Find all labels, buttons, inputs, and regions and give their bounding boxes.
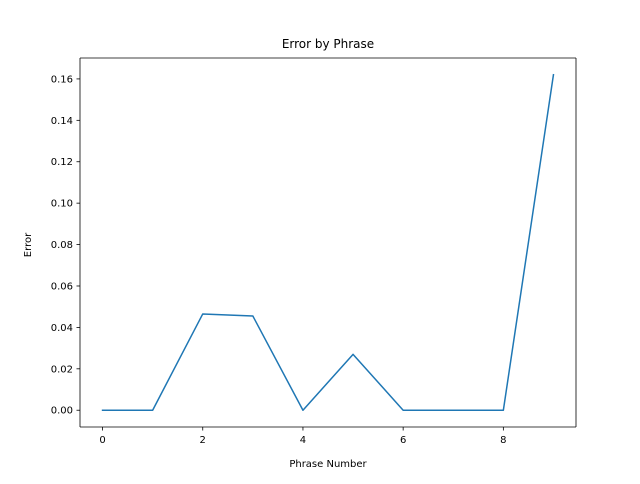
x-tick-label-4: 8 — [500, 435, 506, 446]
y-tick-label-7: 0.14 — [51, 116, 73, 127]
y-tick-label-0: 0.00 — [51, 406, 73, 417]
x-tick-label-1: 2 — [200, 435, 206, 446]
y-tick-label-2: 0.04 — [51, 323, 73, 334]
plot-area: 0 2 4 6 8 0.00 0.02 0.04 0.06 0.08 0.10 0.12 0.14 0.1… — [51, 57, 577, 446]
y-tick-label-8: 0.16 — [51, 74, 73, 85]
y-tick-label-1: 0.02 — [51, 364, 73, 375]
series-line — [101, 73, 555, 411]
y-tick-label-5: 0.10 — [51, 199, 73, 210]
x-axis-label: Phrase Number — [289, 459, 367, 470]
chart-title: Error by Phrase — [282, 37, 374, 51]
x-tick-label-2: 4 — [300, 435, 306, 446]
y-tick-label-4: 0.08 — [51, 240, 73, 251]
y-tick-label-6: 0.12 — [51, 157, 73, 168]
y-axis-label: Error — [23, 232, 34, 257]
x-tick-label-3: 6 — [400, 435, 406, 446]
x-tick-label-0: 0 — [99, 435, 105, 446]
y-tick-label-3: 0.06 — [51, 281, 73, 292]
